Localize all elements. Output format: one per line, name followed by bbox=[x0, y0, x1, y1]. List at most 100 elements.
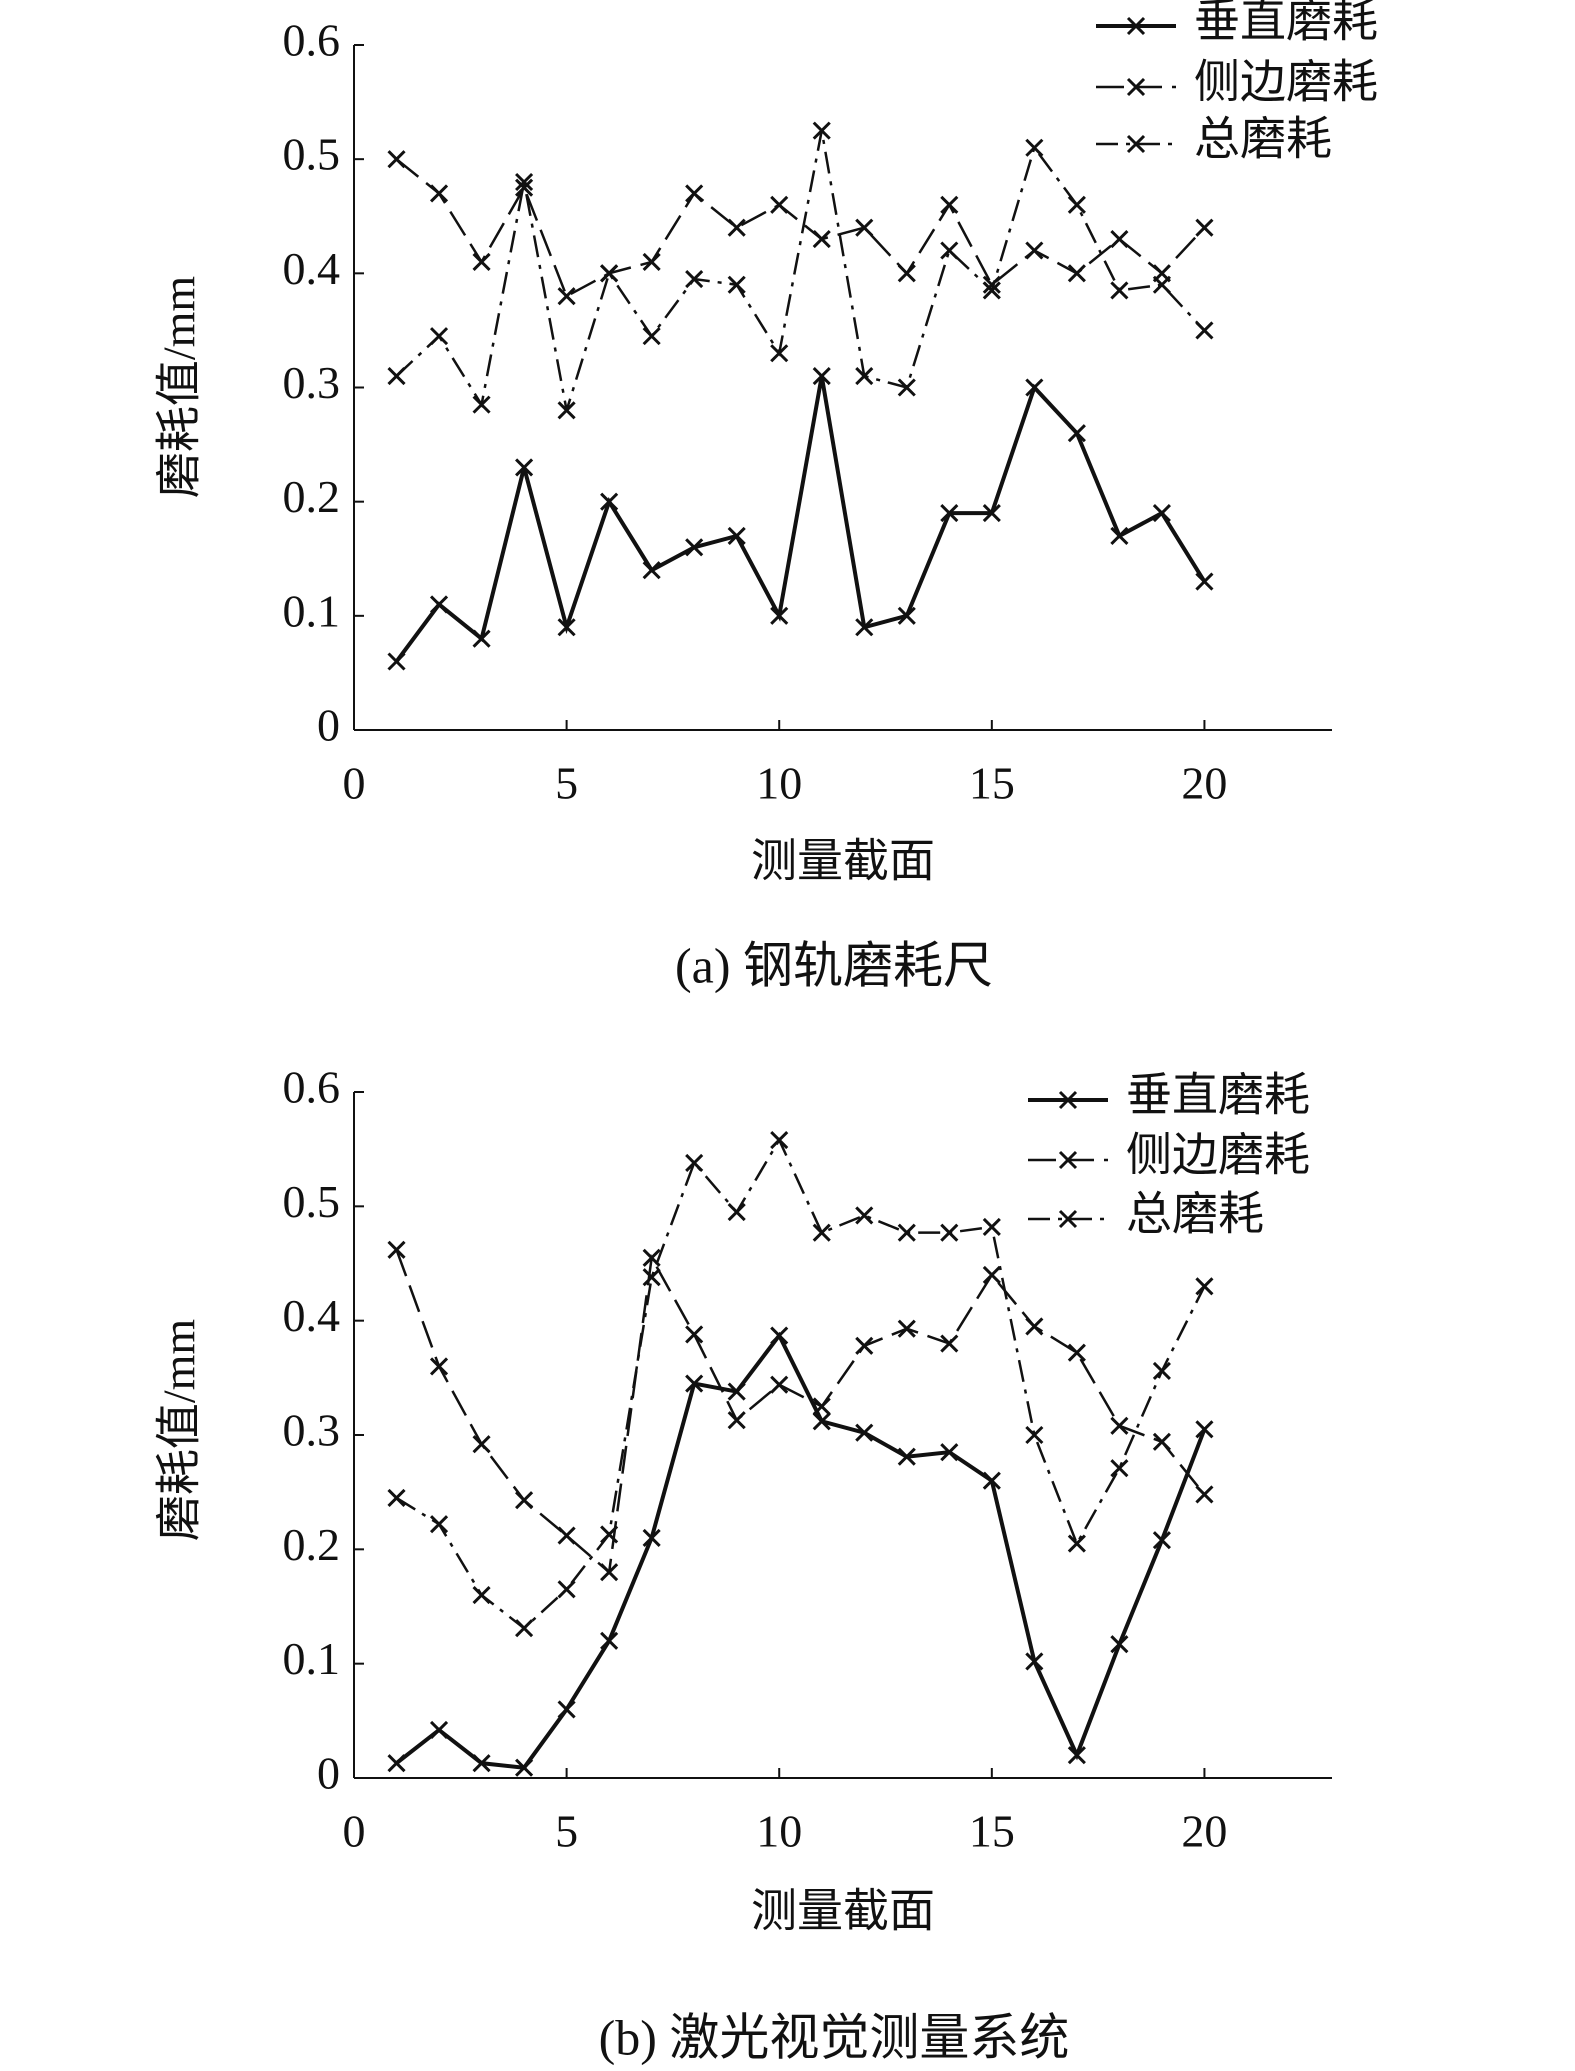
marker bbox=[515, 1619, 534, 1638]
marker bbox=[727, 526, 746, 545]
series-line bbox=[395, 1331, 1207, 1770]
marker bbox=[600, 1525, 619, 1544]
marker bbox=[1067, 1746, 1086, 1765]
marker bbox=[727, 1202, 746, 1222]
marker bbox=[982, 1217, 1001, 1236]
marker bbox=[812, 1397, 831, 1416]
marker bbox=[1025, 1652, 1044, 1671]
marker bbox=[727, 1382, 746, 1401]
marker bbox=[770, 195, 789, 214]
marker bbox=[1067, 195, 1086, 214]
legend-marker bbox=[1126, 77, 1146, 97]
marker bbox=[685, 1153, 704, 1172]
y-tick-label: 0.2 bbox=[283, 1519, 341, 1570]
marker bbox=[770, 1326, 789, 1345]
legend-marker bbox=[1058, 1209, 1078, 1229]
marker bbox=[642, 1268, 661, 1287]
marker bbox=[1195, 1277, 1214, 1296]
marker bbox=[557, 1526, 576, 1545]
marker bbox=[642, 561, 661, 580]
marker bbox=[1195, 321, 1214, 340]
marker bbox=[387, 1754, 406, 1773]
legend-label: 侧边磨耗 bbox=[1126, 1130, 1310, 1181]
caption: (a) 钢轨磨耗尺 bbox=[675, 937, 993, 993]
marker bbox=[812, 1412, 831, 1431]
marker bbox=[940, 1334, 959, 1353]
marker bbox=[1067, 424, 1086, 443]
y-axis-label: 磨耗值/mm bbox=[154, 1319, 205, 1542]
marker bbox=[812, 367, 831, 386]
marker bbox=[982, 504, 1001, 523]
marker bbox=[727, 1411, 746, 1430]
x-tick-label: 0 bbox=[343, 758, 366, 809]
marker bbox=[770, 606, 789, 625]
x-tick-label: 15 bbox=[969, 1806, 1015, 1857]
marker bbox=[685, 538, 704, 557]
y-tick-label: 0.5 bbox=[283, 129, 341, 180]
marker bbox=[940, 1223, 959, 1242]
marker bbox=[387, 367, 406, 386]
marker bbox=[685, 184, 704, 203]
marker bbox=[812, 1223, 831, 1242]
y-tick-label: 0.4 bbox=[283, 243, 341, 294]
y-tick-label: 0.3 bbox=[283, 1405, 341, 1456]
marker bbox=[642, 1528, 661, 1547]
marker bbox=[897, 606, 916, 625]
marker bbox=[855, 1206, 874, 1225]
marker bbox=[940, 504, 959, 523]
marker bbox=[897, 264, 916, 283]
marker bbox=[1110, 1459, 1129, 1478]
marker bbox=[387, 1488, 406, 1507]
marker bbox=[982, 275, 1001, 294]
marker bbox=[600, 1563, 619, 1582]
marker bbox=[1195, 1420, 1214, 1439]
y-tick-label: 0 bbox=[317, 1748, 340, 1799]
marker bbox=[557, 1580, 576, 1599]
marker bbox=[557, 618, 576, 637]
marker bbox=[642, 327, 661, 346]
marker bbox=[387, 1240, 406, 1259]
marker bbox=[1110, 526, 1129, 545]
series-line bbox=[394, 375, 1207, 663]
marker bbox=[685, 269, 704, 289]
y-tick-label: 0.6 bbox=[283, 1062, 341, 1113]
marker bbox=[1025, 138, 1044, 157]
marker bbox=[472, 395, 491, 414]
marker bbox=[1025, 1425, 1044, 1445]
marker bbox=[429, 595, 449, 614]
marker bbox=[1110, 1416, 1129, 1435]
marker bbox=[982, 1471, 1001, 1490]
series-line bbox=[395, 158, 1206, 298]
marker bbox=[1110, 281, 1129, 300]
marker bbox=[1152, 1361, 1171, 1381]
marker bbox=[515, 1491, 534, 1510]
marker bbox=[855, 218, 874, 237]
legend-label: 侧边磨耗 bbox=[1194, 57, 1378, 108]
marker bbox=[600, 1631, 619, 1650]
y-tick-label: 0.2 bbox=[283, 471, 341, 522]
series-line bbox=[395, 1249, 1206, 1575]
marker bbox=[429, 1357, 449, 1376]
y-tick-label: 0.3 bbox=[283, 357, 341, 408]
marker bbox=[897, 1319, 916, 1338]
x-tick-label: 20 bbox=[1181, 1806, 1227, 1857]
marker bbox=[982, 1265, 1001, 1284]
x-tick-label: 20 bbox=[1181, 758, 1227, 809]
marker bbox=[897, 378, 916, 397]
marker bbox=[515, 458, 534, 477]
marker bbox=[472, 1435, 491, 1454]
series-line bbox=[395, 1137, 1206, 1630]
marker bbox=[429, 1515, 449, 1534]
x-tick-label: 5 bbox=[555, 758, 578, 809]
marker bbox=[600, 492, 619, 511]
marker bbox=[387, 150, 406, 169]
legend-marker bbox=[1058, 1150, 1078, 1170]
x-axis-label: 测量截面 bbox=[751, 836, 935, 887]
x-axis-label: 测量截面 bbox=[751, 1886, 935, 1937]
marker bbox=[472, 1586, 491, 1605]
marker bbox=[855, 367, 874, 386]
legend-marker bbox=[1126, 16, 1146, 36]
marker bbox=[812, 121, 831, 140]
